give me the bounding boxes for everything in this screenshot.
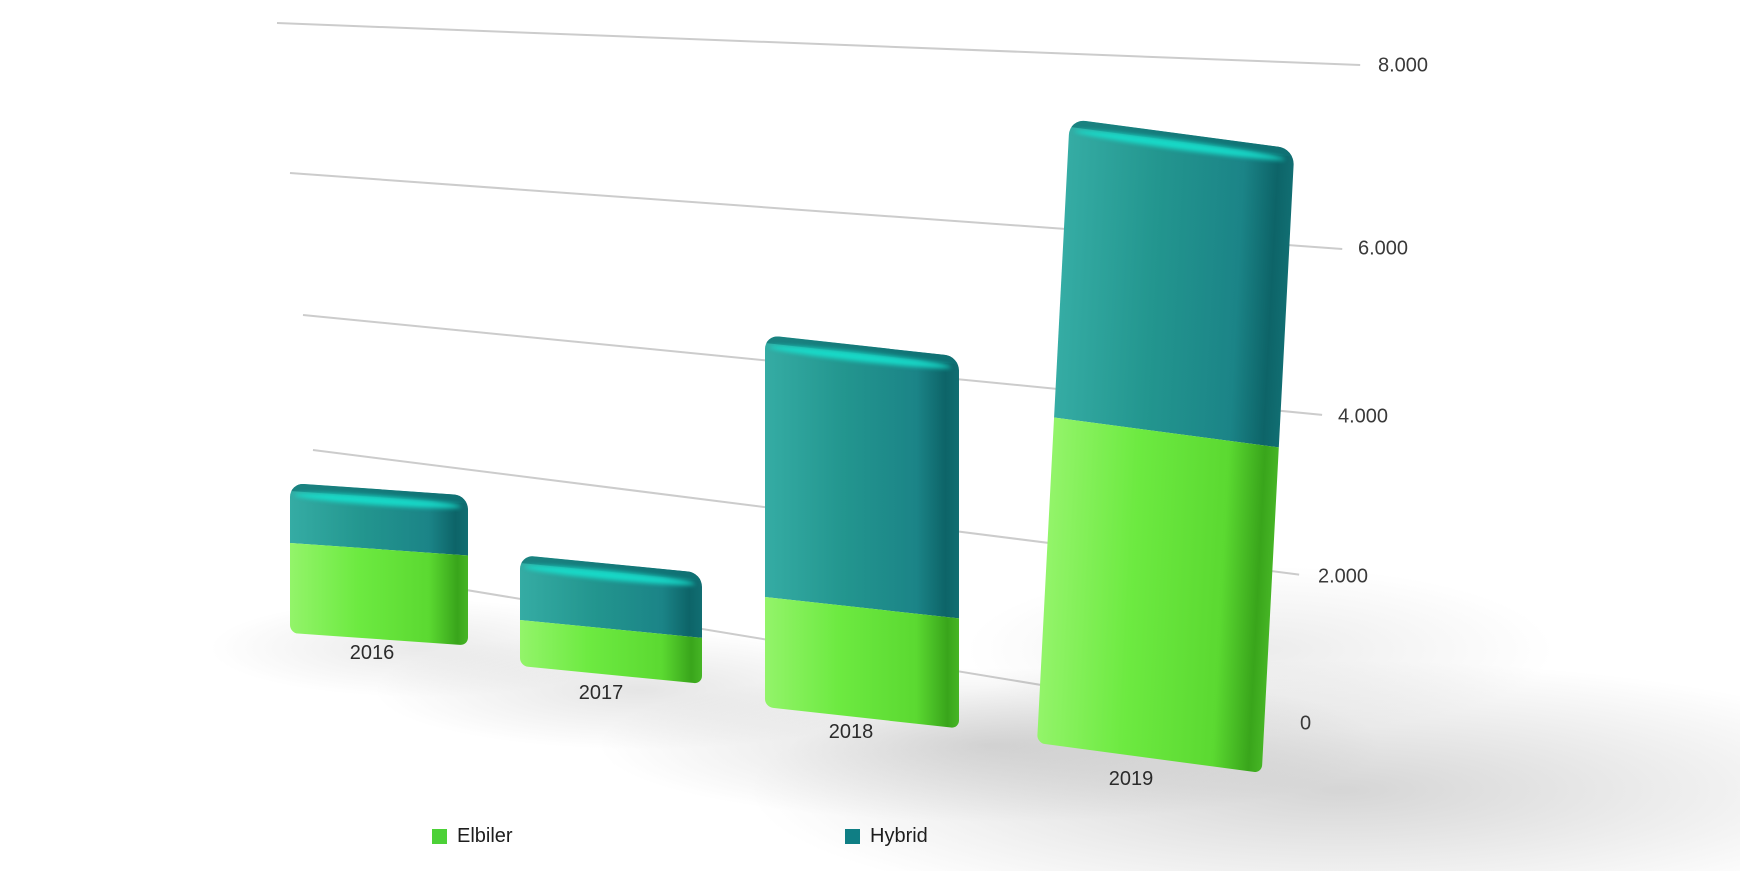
bar-2019-hybrid-segment[interactable] — [1054, 118, 1295, 448]
legend-swatch-elbiler — [432, 829, 447, 844]
bar-2019-elbiler-segment[interactable] — [1037, 417, 1279, 773]
legend-item-hybrid[interactable]: Hybrid — [845, 825, 928, 848]
ytick-0: 0 — [1300, 712, 1312, 735]
bar-2018[interactable] — [765, 335, 959, 729]
ytick-2000: 2.000 — [1318, 565, 1369, 588]
category-label-2018: 2018 — [828, 721, 874, 743]
legend-item-elbiler[interactable]: Elbiler — [432, 825, 513, 848]
bar-2018-elbiler-segment[interactable] — [765, 597, 959, 729]
bar-2016[interactable] — [290, 483, 468, 646]
legend-swatch-hybrid — [845, 829, 860, 844]
bar-2019[interactable] — [1037, 118, 1295, 773]
category-label-2016: 2016 — [349, 642, 395, 664]
legend-label-elbiler: Elbiler — [457, 825, 513, 847]
ytick-4000: 4.000 — [1338, 405, 1389, 428]
legend-label-hybrid: Hybrid — [870, 825, 928, 847]
ytick-8000: 8.000 — [1378, 54, 1429, 77]
ytick-6000: 6.000 — [1358, 237, 1409, 260]
gridline-8000 — [276, 22, 1361, 66]
bar-2017[interactable] — [520, 555, 702, 684]
category-label-2017: 2017 — [578, 682, 624, 704]
bar-2018-hybrid-segment[interactable] — [765, 335, 959, 619]
bar-2016-elbiler-segment[interactable] — [290, 543, 468, 646]
category-label-2019: 2019 — [1108, 768, 1154, 790]
